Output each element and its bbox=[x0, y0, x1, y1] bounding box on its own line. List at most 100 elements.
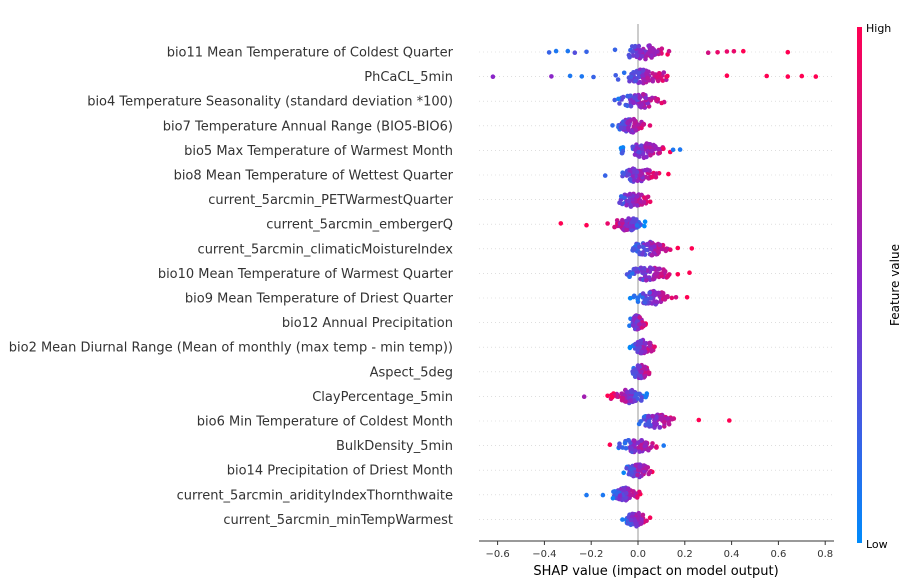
shap-point bbox=[652, 344, 657, 350]
shap-point bbox=[643, 465, 649, 471]
shap-point bbox=[619, 150, 625, 156]
feature-label: ClayPercentage_5min bbox=[312, 390, 453, 405]
shap-point bbox=[642, 219, 648, 224]
shap-point bbox=[572, 50, 578, 55]
shap-point bbox=[649, 175, 655, 180]
shap-point bbox=[602, 173, 608, 178]
shap-point bbox=[631, 116, 637, 122]
shap-point bbox=[643, 95, 649, 101]
shap-point bbox=[636, 510, 641, 516]
shap-point bbox=[638, 172, 643, 178]
shap-point bbox=[616, 444, 622, 450]
colorbar-title: Feature value bbox=[888, 244, 902, 326]
shap-point bbox=[731, 49, 737, 54]
shap-point bbox=[625, 223, 630, 229]
feature-label: current_5arcmin_aridityIndexThornthwaite bbox=[177, 488, 453, 503]
shap-point bbox=[647, 123, 653, 128]
shap-point bbox=[799, 73, 805, 79]
feature-labels: bio11 Mean Temperature of Coldest Quarte… bbox=[9, 46, 454, 528]
shap-point bbox=[647, 290, 652, 296]
shap-point bbox=[813, 74, 819, 79]
feature-label: current_5arcmin_climaticMoistureIndex bbox=[198, 242, 454, 257]
shap-point bbox=[629, 446, 634, 451]
shap-point bbox=[653, 299, 659, 305]
shap-point bbox=[647, 142, 653, 147]
shap-point bbox=[627, 274, 632, 280]
shap-point bbox=[661, 267, 666, 272]
x-axis: −0.6 −0.4 −0.2 0.0 0.2 0.4 0.6 0.8 bbox=[479, 540, 834, 560]
shap-point bbox=[649, 53, 654, 58]
shap-point bbox=[635, 440, 641, 446]
shap-point bbox=[626, 198, 632, 204]
shap-point bbox=[628, 466, 633, 472]
shap-point bbox=[652, 272, 657, 277]
shap-point bbox=[616, 96, 621, 102]
shap-point bbox=[640, 291, 646, 296]
shap-point bbox=[610, 394, 615, 400]
shap-point bbox=[664, 74, 669, 80]
shap-point bbox=[642, 223, 647, 229]
shap-point bbox=[764, 73, 769, 79]
shap-point bbox=[646, 43, 651, 49]
shap-point bbox=[645, 75, 650, 81]
shap-point bbox=[640, 244, 646, 250]
shap-point bbox=[649, 444, 655, 449]
shap-point bbox=[684, 295, 690, 300]
shap-point bbox=[635, 53, 640, 58]
shap-point bbox=[650, 276, 656, 282]
shap-point bbox=[654, 414, 659, 420]
shap-point bbox=[631, 169, 636, 175]
shap-point bbox=[549, 74, 554, 79]
shap-point bbox=[666, 48, 672, 54]
shap-point bbox=[675, 245, 681, 251]
feature-label: bio11 Mean Temperature of Coldest Quarte… bbox=[167, 46, 454, 61]
shap-point bbox=[651, 244, 657, 249]
x-tick-label: 0.4 bbox=[724, 549, 740, 560]
shap-point bbox=[600, 492, 606, 498]
shap-point bbox=[646, 370, 651, 375]
shap-point bbox=[637, 464, 643, 469]
shap-point bbox=[626, 172, 632, 177]
shap-point bbox=[638, 419, 643, 424]
colorbar-gradient bbox=[857, 27, 862, 543]
shap-point bbox=[632, 44, 637, 50]
shap-point bbox=[643, 54, 648, 59]
colorbar-high-label: High bbox=[866, 22, 891, 35]
shap-point bbox=[627, 345, 633, 351]
shap-point bbox=[661, 70, 667, 75]
shap-point bbox=[630, 144, 635, 150]
shap-point bbox=[628, 517, 634, 523]
shap-point bbox=[619, 391, 624, 397]
shap-point bbox=[636, 70, 642, 76]
feature-label: current_5arcmin_embergerQ bbox=[266, 218, 453, 233]
shap-point bbox=[639, 517, 644, 522]
shap-point bbox=[631, 177, 637, 183]
shap-point bbox=[643, 274, 648, 279]
shap-point bbox=[621, 470, 626, 476]
feature-label: bio2 Mean Diurnal Range (Mean of monthly… bbox=[9, 341, 453, 356]
shap-point bbox=[637, 154, 642, 159]
shap-point bbox=[649, 349, 654, 354]
shap-point bbox=[666, 171, 671, 177]
shap-point bbox=[628, 74, 634, 80]
shap-point bbox=[644, 167, 650, 173]
shap-point bbox=[610, 496, 616, 501]
x-tick-label: 0.8 bbox=[817, 549, 833, 560]
shap-point bbox=[655, 249, 660, 254]
shap-point bbox=[636, 149, 642, 155]
shap-point bbox=[663, 248, 669, 254]
feature-label: bio7 Temperature Annual Range (BIO5-BIO6… bbox=[163, 119, 453, 134]
shap-point bbox=[605, 221, 610, 226]
shap-point bbox=[625, 390, 630, 395]
x-tick-label: −0.2 bbox=[579, 549, 603, 560]
shap-point bbox=[647, 515, 653, 520]
shap-point bbox=[631, 246, 637, 252]
shap-point bbox=[634, 203, 640, 208]
data-points bbox=[490, 43, 819, 529]
shap-point bbox=[655, 97, 661, 102]
shap-point bbox=[633, 266, 639, 272]
shap-point bbox=[635, 295, 641, 301]
shap-point bbox=[673, 295, 679, 300]
shap-point bbox=[643, 394, 648, 400]
